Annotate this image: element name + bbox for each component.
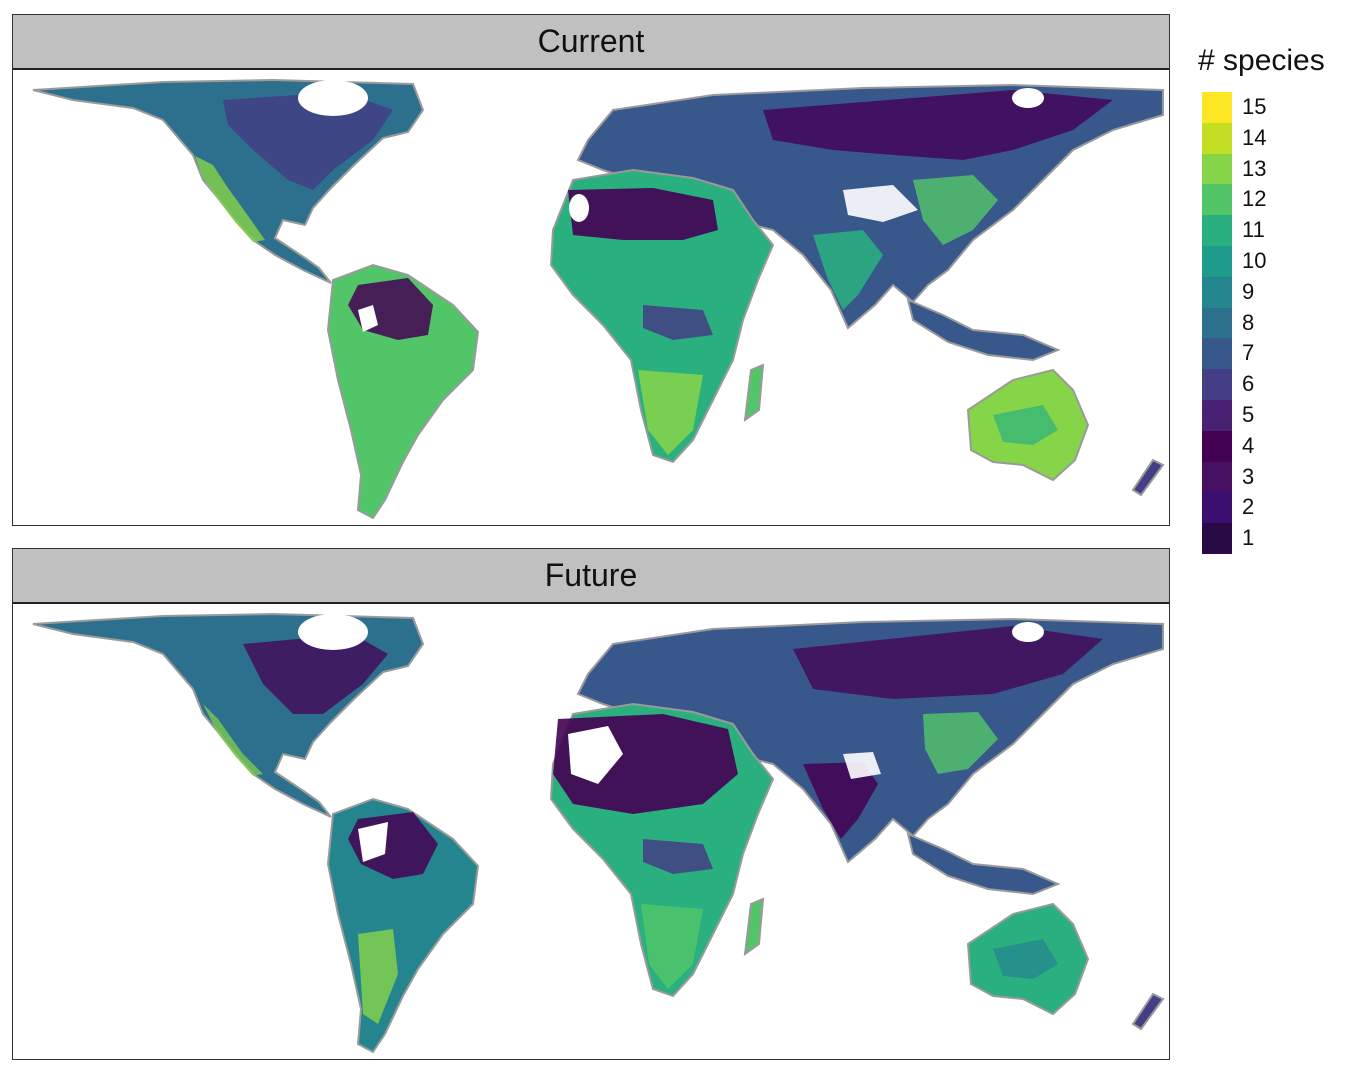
legend-label-7: 7: [1242, 340, 1255, 366]
north-america-west-band: [195, 156, 265, 242]
legend-colorbar: [1202, 92, 1232, 554]
legend-label-14: 14: [1242, 124, 1267, 150]
panel-title-current: Current: [537, 23, 645, 59]
panel-title-future: Future: [544, 557, 638, 593]
greenland-ice: [298, 614, 368, 650]
legend-swatch-6: [1202, 369, 1232, 400]
siberia-ice: [1012, 622, 1044, 642]
legend-swatch-3: [1202, 461, 1232, 493]
legend-swatch-15: [1202, 92, 1232, 123]
sahara-ice: [569, 194, 589, 222]
panel-title-strip-future: Future: [12, 548, 1170, 604]
legend-swatch-10: [1202, 245, 1232, 277]
australia-interior: [993, 405, 1058, 445]
legend-swatch-8: [1202, 307, 1232, 339]
legend-swatch-2: [1202, 492, 1232, 524]
legend-label-5: 5: [1242, 401, 1255, 427]
map-current: [12, 70, 1170, 526]
eurasia-north-low: [793, 626, 1103, 699]
legend-labels: 15 14 13 12 11 10 9 8 7 6 5 4 3 2 1: [1242, 92, 1266, 554]
south-america-south-high: [358, 929, 398, 1024]
east-asia-high: [913, 175, 998, 245]
legend-swatch-13: [1202, 153, 1232, 185]
map-future: [12, 604, 1170, 1060]
north-america-boreal: [243, 634, 388, 714]
legend-swatch-9: [1202, 276, 1232, 308]
legend-label-10: 10: [1242, 247, 1267, 273]
legend-swatch-1: [1202, 523, 1232, 554]
legend-label-13: 13: [1242, 155, 1267, 181]
madagascar: [743, 897, 765, 957]
north-america-west-band: [203, 704, 263, 776]
sahara-low: [568, 188, 718, 240]
legend-swatch-5: [1202, 399, 1232, 431]
india: [813, 230, 883, 310]
legend-label-8: 8: [1242, 309, 1255, 335]
legend-swatch-12: [1202, 184, 1232, 216]
new-zealand: [1131, 458, 1165, 497]
andes-ice: [358, 305, 378, 332]
legend-swatch-11: [1202, 215, 1232, 246]
southeast-asia-islands: [906, 832, 1061, 896]
legend-label-3: 3: [1242, 463, 1255, 489]
legend-title: # species: [1198, 44, 1325, 77]
southern-africa-high: [638, 370, 703, 455]
east-asia-high: [923, 712, 998, 774]
australia-interior: [993, 939, 1058, 979]
map-svg-future: [32, 612, 1165, 1054]
north-america-boreal: [223, 92, 393, 190]
continents-current: [32, 78, 1165, 520]
southeast-asia-islands: [906, 298, 1061, 362]
legend-label-9: 9: [1242, 278, 1255, 304]
madagascar: [743, 363, 765, 423]
sahara-ice: [568, 726, 623, 784]
legend-swatch-7: [1202, 338, 1232, 370]
continents-future: [32, 612, 1165, 1054]
legend-label-4: 4: [1242, 432, 1255, 458]
central-africa-low: [643, 305, 713, 340]
new-zealand: [1131, 992, 1165, 1031]
panel-title-strip-current: Current: [12, 14, 1170, 70]
legend-swatch-4: [1202, 430, 1232, 462]
legend-label-12: 12: [1242, 186, 1267, 212]
greenland-ice: [298, 80, 368, 116]
panel-current: Current: [12, 14, 1170, 526]
legend-label-1: 1: [1242, 525, 1255, 551]
legend-swatch-14: [1202, 122, 1232, 154]
andes-ice: [358, 822, 388, 862]
legend-label-2: 2: [1242, 494, 1255, 520]
legend-label-15: 15: [1242, 94, 1267, 119]
legend-label-6: 6: [1242, 371, 1255, 397]
south-asia-ice: [843, 752, 881, 779]
tibet-ice: [843, 185, 918, 222]
southern-africa-high: [641, 904, 703, 989]
siberia-ice: [1012, 88, 1044, 108]
map-svg-current: [32, 78, 1165, 520]
central-africa-low: [643, 839, 713, 874]
panel-future: Future: [12, 548, 1170, 1060]
legend-label-11: 11: [1242, 217, 1265, 243]
india-low: [803, 762, 878, 839]
